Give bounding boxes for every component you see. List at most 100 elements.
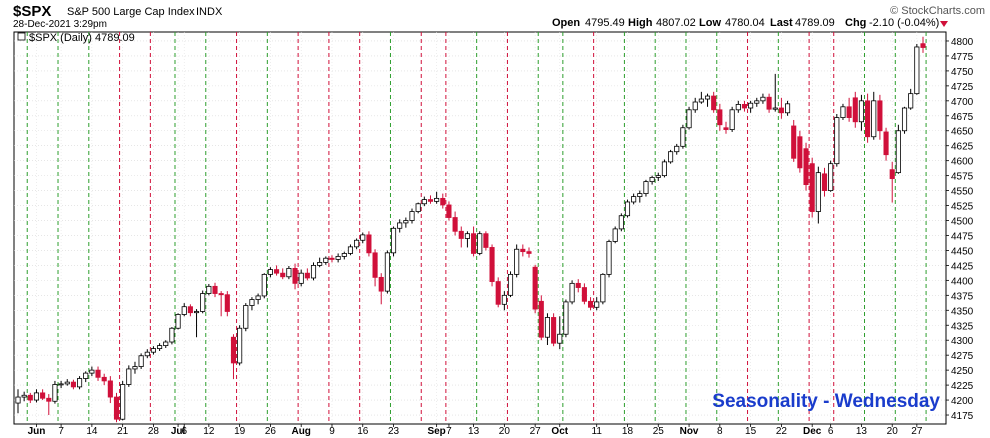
candle-body bbox=[507, 273, 514, 296]
candle-body bbox=[846, 106, 852, 118]
candle bbox=[785, 100, 791, 116]
candle-body bbox=[877, 100, 883, 132]
candle-body bbox=[551, 317, 557, 344]
candle-body bbox=[15, 396, 21, 404]
x-tick-label: 8 bbox=[717, 426, 723, 437]
candle-body bbox=[378, 276, 384, 292]
candle-body bbox=[828, 163, 834, 191]
grid bbox=[14, 32, 946, 424]
candle bbox=[354, 238, 360, 250]
candle-body bbox=[40, 392, 46, 399]
y-tick-label: 4800 bbox=[951, 37, 974, 48]
candle bbox=[132, 361, 138, 374]
candle bbox=[649, 175, 655, 185]
candle-body bbox=[335, 256, 341, 260]
candle bbox=[489, 244, 495, 287]
x-tick-label: 9 bbox=[329, 426, 335, 437]
candle-body bbox=[347, 246, 354, 254]
candle bbox=[600, 273, 606, 305]
candle bbox=[292, 263, 298, 290]
candle bbox=[150, 346, 156, 355]
brand-watermark: © StockCharts.com bbox=[890, 5, 985, 17]
candle-body bbox=[200, 293, 206, 312]
candle bbox=[224, 291, 230, 317]
candle bbox=[138, 353, 144, 369]
candle bbox=[464, 231, 470, 248]
y-tick-label: 4550 bbox=[951, 187, 974, 198]
candle bbox=[661, 159, 667, 178]
candle bbox=[175, 313, 181, 330]
x-tick-label: 27 bbox=[911, 426, 923, 437]
candle-body bbox=[901, 107, 908, 132]
last-label: Last bbox=[770, 17, 793, 29]
y-tick-label: 4175 bbox=[951, 411, 974, 422]
candle bbox=[594, 297, 600, 311]
candle-body bbox=[723, 127, 729, 130]
candle bbox=[378, 273, 384, 305]
candle-body bbox=[544, 317, 551, 338]
candle-body bbox=[261, 273, 267, 297]
x-tick-label: 13 bbox=[468, 426, 480, 437]
high-label: High bbox=[628, 17, 653, 29]
y-tick-label: 4425 bbox=[951, 261, 974, 272]
candle-body bbox=[606, 241, 612, 275]
candle bbox=[317, 257, 323, 268]
x-tick-label: 12 bbox=[203, 426, 215, 437]
candle bbox=[366, 231, 372, 257]
y-tick-label: 4775 bbox=[951, 52, 974, 63]
candle-body bbox=[310, 265, 317, 279]
x-tick-label: 23 bbox=[388, 426, 400, 437]
candle bbox=[828, 160, 834, 192]
candle bbox=[514, 244, 520, 278]
candle-body bbox=[514, 248, 520, 275]
candle-body bbox=[526, 251, 532, 254]
x-tick-label: 18 bbox=[622, 426, 634, 437]
candle-body bbox=[674, 145, 680, 153]
candle bbox=[477, 231, 483, 256]
candle bbox=[797, 130, 803, 173]
candle-body bbox=[341, 253, 347, 257]
candle bbox=[415, 202, 421, 214]
candle-body bbox=[661, 161, 667, 177]
candle bbox=[908, 88, 914, 110]
candle bbox=[501, 291, 507, 311]
candle bbox=[920, 36, 926, 53]
candle bbox=[704, 93, 711, 107]
candle bbox=[298, 269, 304, 287]
candle-body bbox=[594, 301, 600, 308]
candle bbox=[347, 244, 354, 256]
candle bbox=[618, 213, 624, 232]
candle-body bbox=[821, 173, 828, 191]
candle-body bbox=[95, 369, 101, 378]
candle-body bbox=[58, 383, 64, 386]
candle bbox=[237, 325, 243, 366]
candle bbox=[421, 196, 427, 207]
candle-body bbox=[157, 345, 163, 349]
candle bbox=[218, 291, 224, 317]
candle-body bbox=[427, 199, 434, 202]
candle bbox=[101, 373, 107, 386]
y-tick-label: 4300 bbox=[951, 336, 974, 347]
candle bbox=[341, 251, 347, 260]
candle-body bbox=[89, 369, 95, 374]
y-tick-label: 4400 bbox=[951, 276, 974, 287]
candle-body bbox=[21, 394, 27, 398]
candle bbox=[754, 97, 760, 107]
y-tick-label: 4575 bbox=[951, 172, 974, 183]
y-tick-label: 4500 bbox=[951, 217, 974, 228]
candle-body bbox=[797, 136, 803, 169]
candle-body bbox=[772, 107, 778, 110]
candle-body bbox=[785, 103, 791, 114]
candle bbox=[852, 91, 858, 128]
candle-body bbox=[471, 233, 477, 254]
candle bbox=[803, 142, 809, 191]
candle bbox=[674, 143, 680, 155]
candle-body bbox=[489, 247, 495, 282]
candle bbox=[821, 167, 828, 197]
candle-body bbox=[33, 392, 40, 401]
candle-body bbox=[834, 117, 840, 165]
candle bbox=[329, 255, 335, 263]
candle-body bbox=[280, 272, 286, 278]
candle bbox=[323, 256, 329, 265]
